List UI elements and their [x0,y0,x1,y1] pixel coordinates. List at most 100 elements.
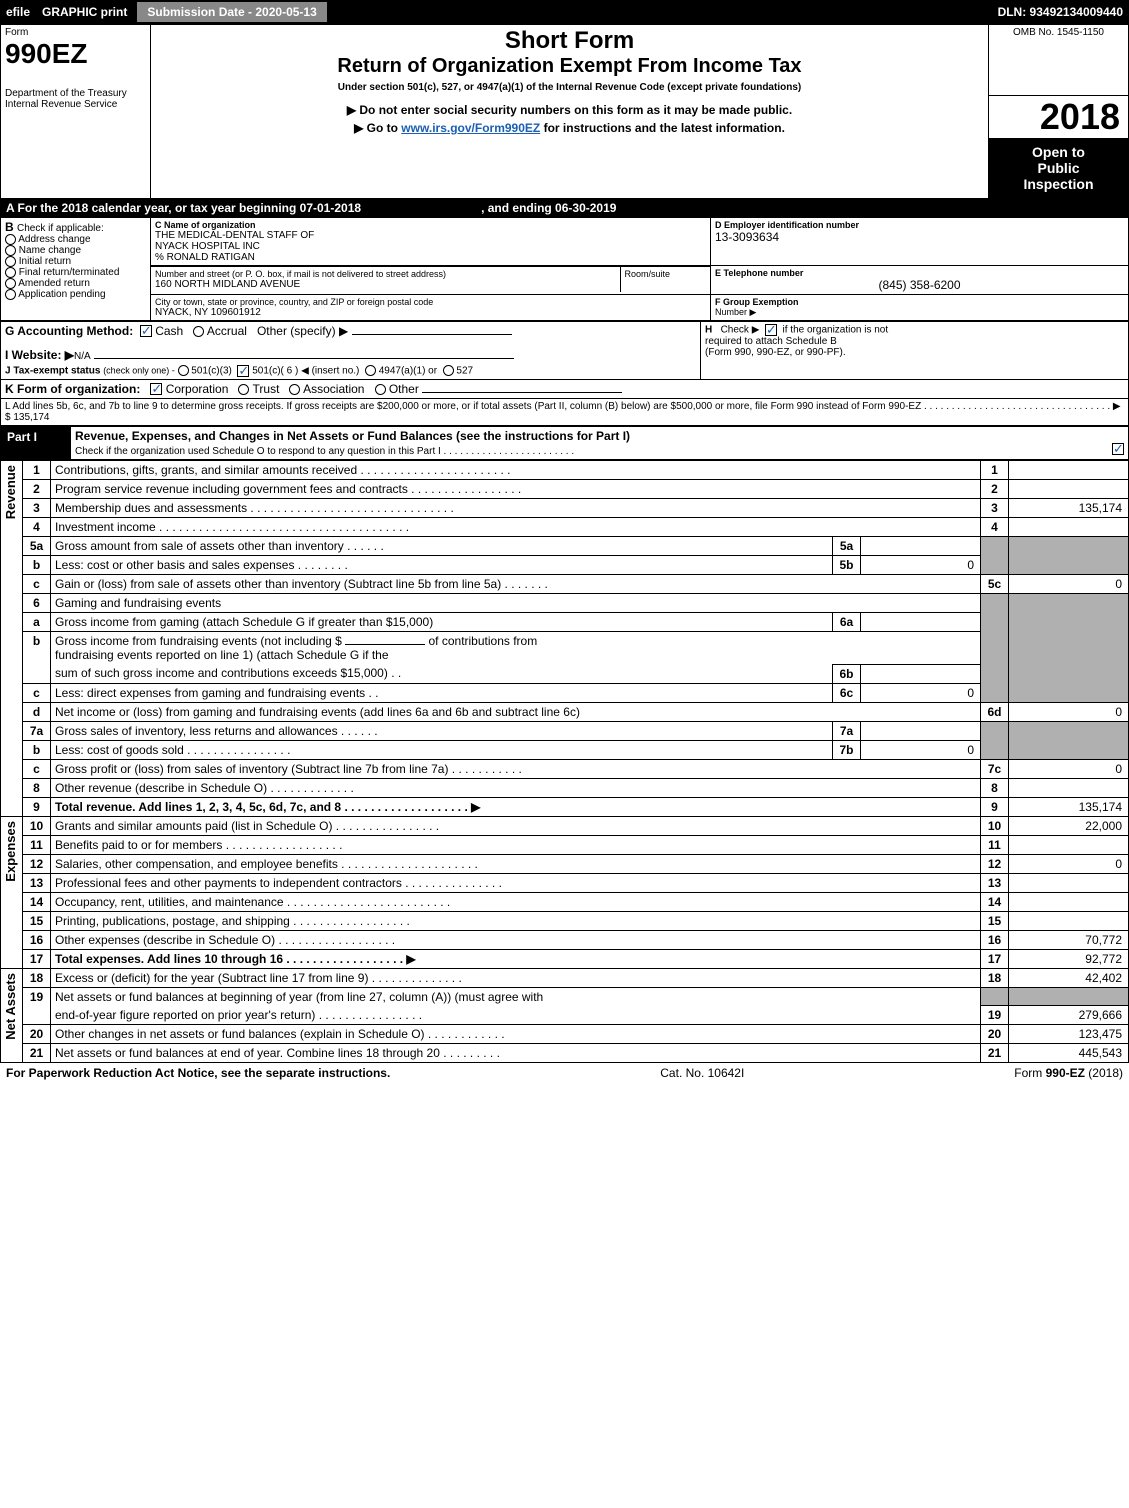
line-6b-desc2: of contributions from [429,634,538,648]
line-19-desc2: end-of-year figure reported on prior yea… [51,1006,981,1025]
line-14-desc: Occupancy, rent, utilities, and maintena… [51,892,981,911]
line-1-num: 1 [23,460,51,479]
period-end: , and ending 06-30-2019 [481,201,616,215]
line-10-amt: 22,000 [1009,816,1129,835]
line-9-num: 9 [23,797,51,816]
part1-header-table: Part I Revenue, Expenses, and Changes in… [0,426,1129,460]
initial-return-radio[interactable] [5,256,16,267]
line-3-num: 3 [23,498,51,517]
line-h-check: Check ▶ [721,324,760,335]
line-6b-desc3: fundraising events reported on line 1) (… [55,648,389,662]
period-bar: A For the 2018 calendar year, or tax yea… [0,199,1129,217]
association-radio[interactable] [289,384,300,395]
line-5a-subamt [861,536,981,555]
line-20-num: 20 [23,1025,51,1044]
line-1-amt [1009,460,1129,479]
part1-title: Revenue, Expenses, and Changes in Net As… [75,429,630,443]
shade-7 [981,721,1009,759]
application-pending-radio[interactable] [5,289,16,300]
public-notice: ▶ Do not enter social security numbers o… [155,103,984,117]
line-20-desc: Other changes in net assets or fund bala… [51,1025,981,1044]
shade-19-amt [1009,987,1129,1006]
line-6a-desc: Gross income from gaming (attach Schedul… [51,612,833,631]
open-to-2: Public [995,160,1122,176]
line-7a-desc: Gross sales of inventory, less returns a… [51,721,833,740]
irs-link[interactable]: www.irs.gov/Form990EZ [401,121,540,135]
line-6d-desc: Net income or (loss) from gaming and fun… [51,702,981,721]
line-16-desc: Other expenses (describe in Schedule O) … [51,930,981,949]
name-change-radio[interactable] [5,245,16,256]
form-header-table: Form 990EZ Department of the Treasury In… [0,24,1129,199]
other-org-label: Other [389,382,419,396]
addr-change-radio[interactable] [5,234,16,245]
line-6a-subamt [861,612,981,631]
line-3-col: 3 [981,498,1009,517]
short-form-title: Short Form [155,27,984,55]
line-9-col: 9 [981,797,1009,816]
501c-checkbox[interactable] [237,365,249,377]
line-7c-col: 7c [981,759,1009,778]
line-6d-num: d [23,702,51,721]
line-7a-sub: 7a [833,721,861,740]
open-to-public-box: Open to Public Inspection [989,138,1128,198]
care-of: % RONALD RATIGAN [155,252,706,263]
line-4-desc: Investment income . . . . . . . . . . . … [51,517,981,536]
goto-prefix: ▶ Go to [354,121,401,135]
association-label: Association [303,382,364,396]
line-18-amt: 42,402 [1009,968,1129,987]
line-17-desc: Total expenses. Add lines 10 through 16 … [55,952,416,966]
line-11-desc: Benefits paid to or for members . . . . … [51,835,981,854]
expenses-sidebar: Expenses [1,817,20,886]
line-j-label: J Tax-exempt status [5,365,100,376]
open-to-3: Inspection [995,176,1122,192]
schedule-b-checkbox[interactable] [765,324,777,336]
line-4-num: 4 [23,517,51,536]
line-g-label: G Accounting Method: [5,324,133,338]
shade-5 [981,536,1009,574]
accrual-radio[interactable] [193,326,204,337]
line-8-amt [1009,778,1129,797]
room-label: Room/suite [625,269,707,279]
4947-radio[interactable] [365,365,376,376]
ghijkl-section: G Accounting Method: Cash Accrual Other … [0,321,1129,426]
501c-label: 501(c)( 6 ) ◀ (insert no.) [252,365,359,376]
line-5c-col: 5c [981,574,1009,593]
line-15-amt [1009,911,1129,930]
city-label: City or town, state or province, country… [155,297,706,307]
final-return-radio[interactable] [5,267,16,278]
line-5b-desc: Less: cost or other basis and sales expe… [51,555,833,574]
line-15-desc: Printing, publications, postage, and shi… [51,911,981,930]
final-return-label: Final return/terminated [19,267,120,278]
line-15-col: 15 [981,911,1009,930]
corporation-checkbox[interactable] [150,383,162,395]
501c3-radio[interactable] [178,365,189,376]
cash-checkbox[interactable] [140,325,152,337]
submission-date-button[interactable]: Submission Date - 2020-05-13 [137,2,326,22]
addr-change-label: Address change [18,234,90,245]
box-c-label: C Name of organization [155,220,706,230]
graphic-print: GRAPHIC print [36,5,133,19]
amended-return-radio[interactable] [5,278,16,289]
line-14-num: 14 [23,892,51,911]
other-org-radio[interactable] [375,384,386,395]
line-18-col: 18 [981,968,1009,987]
revenue-sidebar: Revenue [1,461,20,523]
org-name-2: NYACK HOSPITAL INC [155,241,706,252]
line-21-col: 21 [981,1044,1009,1063]
footer-right: Form 990-EZ (2018) [1014,1066,1123,1080]
line-18-num: 18 [23,968,51,987]
group-exemption-label: F Group Exemption [715,297,1124,307]
shade-7-amt [1009,721,1129,759]
line-13-amt [1009,873,1129,892]
line-19-desc1: Net assets or fund balances at beginning… [51,987,981,1006]
line-5c-amt: 0 [1009,574,1129,593]
efile-label: efile [0,5,36,19]
other-label: Other (specify) ▶ [257,324,348,338]
line-20-amt: 123,475 [1009,1025,1129,1044]
schedule-o-checkbox[interactable] [1112,443,1124,455]
527-radio[interactable] [443,365,454,376]
tax-year: 2018 [989,96,1128,138]
trust-radio[interactable] [238,384,249,395]
footer: For Paperwork Reduction Act Notice, see … [0,1063,1129,1083]
line-6a-sub: 6a [833,612,861,631]
